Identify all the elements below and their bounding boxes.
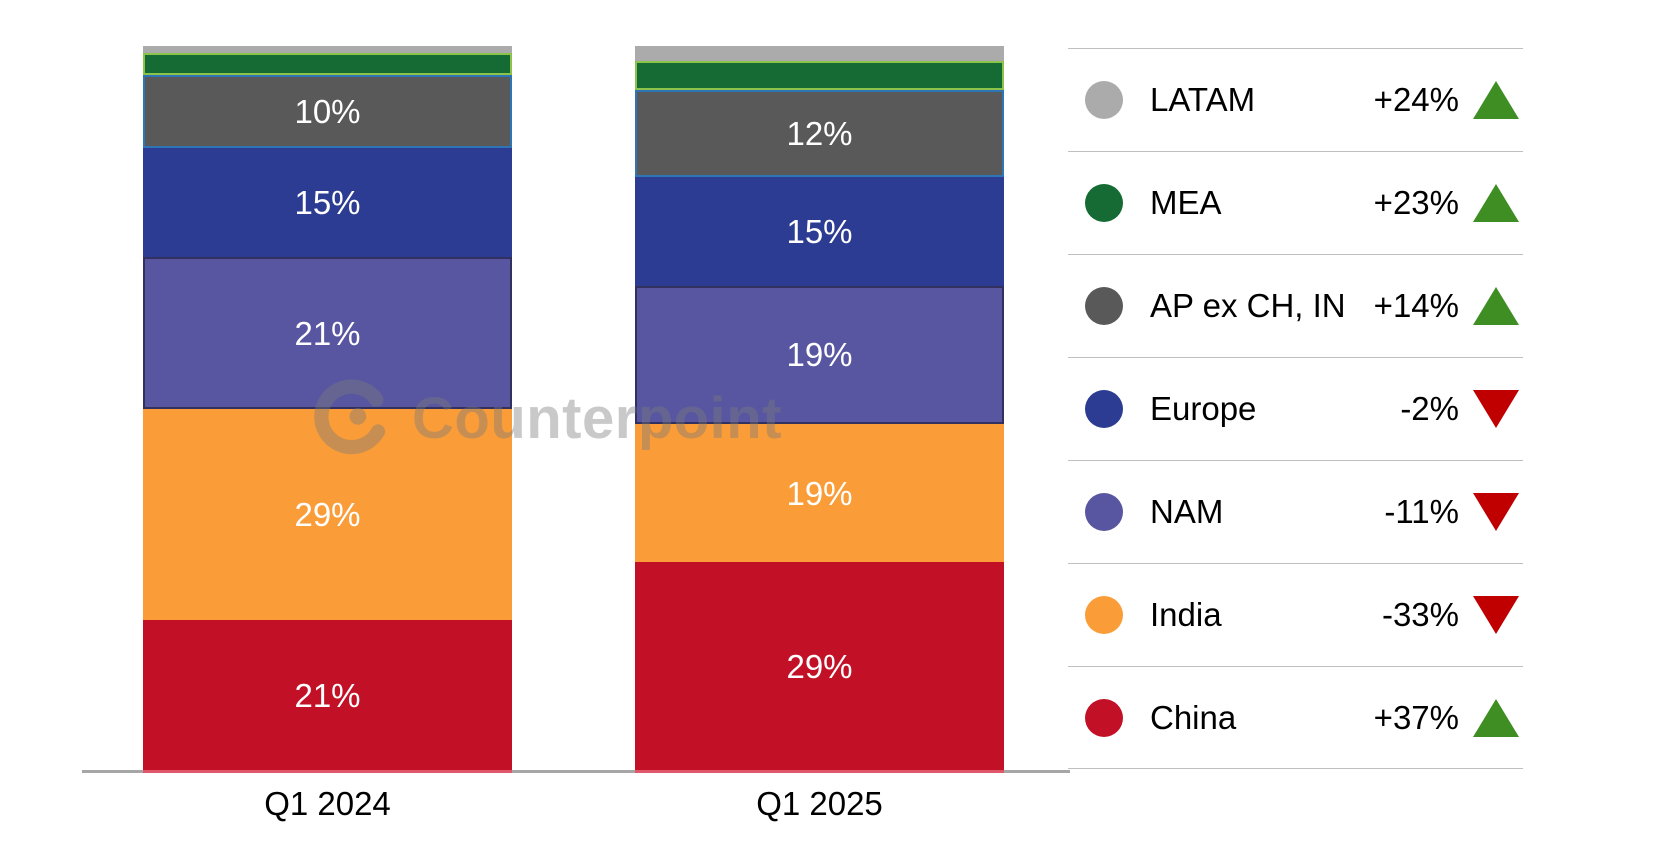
legend-region-label: NAM <box>1150 493 1224 530</box>
legend-region-label: MEA <box>1150 184 1222 221</box>
legend-change-value: -33% <box>1381 596 1459 633</box>
legend-row-latam: LATAM +24% <box>1068 48 1523 151</box>
bar-value-label: 12% <box>786 114 853 152</box>
legend-color-dot-nam <box>1085 493 1123 531</box>
trend-down-icon <box>1473 390 1519 428</box>
legend-color-dot-ap-ex-ch-in <box>1085 287 1123 325</box>
legend-change-value: +37% <box>1373 698 1459 736</box>
trend-down-icon <box>1473 596 1519 634</box>
bar-value-label: 29% <box>294 496 361 534</box>
legend-change-value: -11% <box>1384 493 1459 530</box>
legend: LATAM +24% MEA +23% AP ex CH, IN +14% Europe -2… <box>1068 48 1523 769</box>
legend-region-label: LATAM <box>1150 81 1256 118</box>
bar-segment-europe: 15% <box>143 147 512 257</box>
legend-region-label: India <box>1150 596 1222 633</box>
x-axis-baseline <box>82 770 1070 773</box>
bar-segment-nam: 21% <box>143 256 512 410</box>
legend-change-value: +14% <box>1373 287 1459 324</box>
trend-up-icon <box>1473 287 1519 325</box>
legend-region-label: AP ex CH, IN <box>1150 287 1346 324</box>
bar-segment-china: 21% <box>143 620 512 773</box>
bar-value-label: 15% <box>786 212 853 250</box>
legend-color-dot-europe <box>1085 390 1123 428</box>
legend-change-value: +24% <box>1373 81 1459 118</box>
bar-value-label: 21% <box>294 676 361 714</box>
legend-row-india: India -33% <box>1068 563 1523 666</box>
legend-row-nam: NAM -11% <box>1068 460 1523 563</box>
bar-segment-latam <box>143 46 512 54</box>
trend-up-icon <box>1473 184 1519 222</box>
legend-color-dot-china <box>1085 698 1123 737</box>
stacked-bar-q1-2025: 12% 15% 19% 19% 29% Q1 2025 <box>635 46 1004 822</box>
legend-row-china: China +37% <box>1068 666 1523 769</box>
stacked-bar-q1-2024: 10% 15% 21% 29% 21% Q1 2024 <box>143 46 512 822</box>
bar-value-label: 10% <box>294 92 361 130</box>
bar-segment-europe: 15% <box>635 176 1004 286</box>
bar-value-label: 19% <box>786 474 853 512</box>
bar-segment-ap-ex-ch-in: 10% <box>143 75 512 148</box>
bar-value-label: 21% <box>294 314 361 352</box>
bar-value-label: 15% <box>294 183 361 221</box>
legend-row-mea: MEA +23% <box>1068 151 1523 254</box>
legend-color-dot-mea <box>1085 184 1123 222</box>
trend-down-icon <box>1473 493 1519 531</box>
bar-segment-mea <box>635 60 1004 90</box>
legend-region-label: Europe <box>1150 390 1257 427</box>
x-axis-label-q1-2025: Q1 2025 <box>756 785 883 822</box>
trend-up-icon <box>1473 81 1519 119</box>
legend-color-dot-india <box>1085 596 1123 634</box>
trend-up-icon <box>1473 698 1519 737</box>
legend-region-label: China <box>1150 698 1237 736</box>
bar-value-label: 29% <box>786 647 853 685</box>
bar-segment-india: 19% <box>635 424 1004 563</box>
bar-segment-india: 29% <box>143 409 512 621</box>
bar-segment-latam <box>635 46 1004 61</box>
bar-segment-ap-ex-ch-in: 12% <box>635 89 1004 177</box>
bar-segment-china: 29% <box>635 562 1004 773</box>
bar-value-label: 19% <box>786 336 853 374</box>
bar-segment-nam: 19% <box>635 285 1004 425</box>
bar-segment-mea <box>143 53 512 76</box>
legend-color-dot-latam <box>1085 81 1123 119</box>
legend-change-value: -2% <box>1400 390 1459 427</box>
legend-row-ap-ex-ch-in: AP ex CH, IN +14% <box>1068 254 1523 357</box>
x-axis-label-q1-2024: Q1 2024 <box>264 785 391 822</box>
legend-row-europe: Europe -2% <box>1068 357 1523 460</box>
legend-change-value: +23% <box>1373 184 1459 221</box>
